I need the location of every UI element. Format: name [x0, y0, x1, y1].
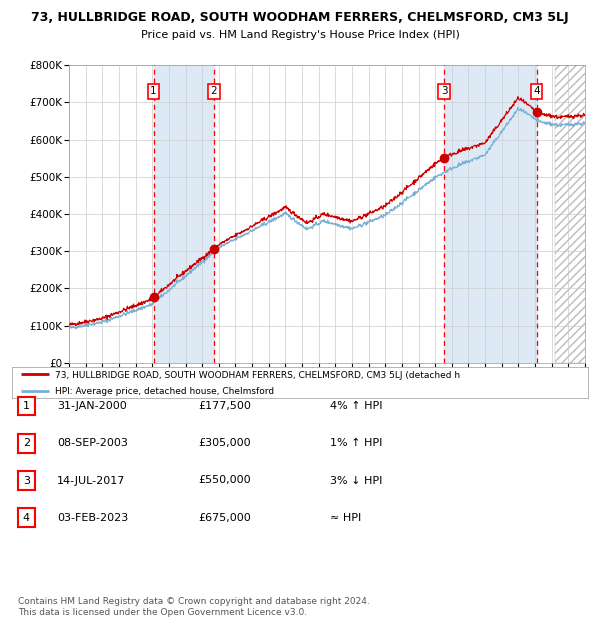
Text: £550,000: £550,000	[198, 476, 251, 485]
Text: ≈ HPI: ≈ HPI	[330, 513, 361, 523]
Text: 3% ↓ HPI: 3% ↓ HPI	[330, 476, 382, 485]
Text: 14-JUL-2017: 14-JUL-2017	[57, 476, 125, 485]
Text: £675,000: £675,000	[198, 513, 251, 523]
Text: 08-SEP-2003: 08-SEP-2003	[57, 438, 128, 448]
Text: 2: 2	[23, 438, 30, 448]
Text: 31-JAN-2000: 31-JAN-2000	[57, 401, 127, 411]
Text: 1: 1	[23, 401, 30, 411]
Text: 73, HULLBRIDGE ROAD, SOUTH WOODHAM FERRERS, CHELMSFORD, CM3 5LJ: 73, HULLBRIDGE ROAD, SOUTH WOODHAM FERRE…	[31, 11, 569, 24]
Text: £305,000: £305,000	[198, 438, 251, 448]
Text: 73, HULLBRIDGE ROAD, SOUTH WOODHAM FERRERS, CHELMSFORD, CM3 5LJ (detached h: 73, HULLBRIDGE ROAD, SOUTH WOODHAM FERRE…	[55, 371, 460, 380]
Text: Price paid vs. HM Land Registry's House Price Index (HPI): Price paid vs. HM Land Registry's House …	[140, 30, 460, 40]
Text: 2: 2	[211, 86, 217, 96]
Bar	[554, 65, 593, 363]
Text: £177,500: £177,500	[198, 401, 251, 411]
Text: 1% ↑ HPI: 1% ↑ HPI	[330, 438, 382, 448]
Text: 3: 3	[23, 476, 30, 485]
Text: 03-FEB-2023: 03-FEB-2023	[57, 513, 128, 523]
Text: 4: 4	[23, 513, 30, 523]
Text: Contains HM Land Registry data © Crown copyright and database right 2024.
This d: Contains HM Land Registry data © Crown c…	[18, 598, 370, 617]
Text: 3: 3	[441, 86, 448, 96]
Text: 1: 1	[150, 86, 157, 96]
Text: 4% ↑ HPI: 4% ↑ HPI	[330, 401, 383, 411]
Text: HPI: Average price, detached house, Chelmsford: HPI: Average price, detached house, Chel…	[55, 388, 274, 396]
Text: 4: 4	[533, 86, 540, 96]
Bar	[444, 65, 536, 363]
Bar	[154, 65, 214, 363]
